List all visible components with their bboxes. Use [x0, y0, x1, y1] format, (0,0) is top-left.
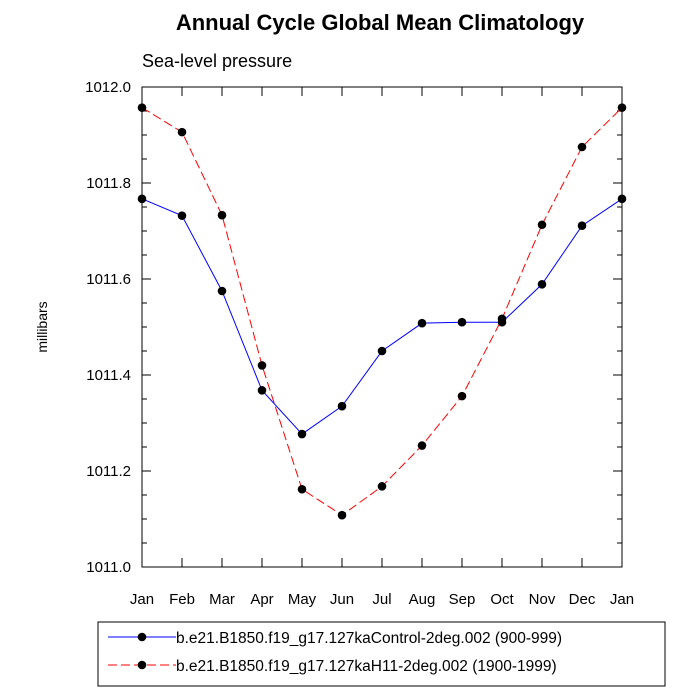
x-tick-label: Aug [409, 591, 436, 608]
legend-label-1: b.e21.B1850.f19_g17.127kaControl-2deg.00… [176, 630, 562, 647]
data-point-s1-4 [297, 429, 307, 439]
data-point-s2-12 [617, 103, 627, 112]
data-point-s2-0 [137, 103, 147, 112]
x-tick-label: Dec [569, 591, 596, 608]
series-line-1 [141, 198, 623, 435]
data-point-s1-3 [257, 386, 267, 395]
series-lines [141, 107, 623, 516]
y-tick-label: 1011.2 [86, 463, 131, 480]
plot-frame [141, 86, 623, 568]
data-point-s1-10 [537, 279, 547, 289]
data-point-s1-0 [137, 194, 147, 204]
legend-marker-2 [137, 660, 147, 670]
data-point-s2-8 [457, 391, 467, 401]
legend-box [97, 621, 666, 687]
x-tick-labels: Jan Feb Mar Apr May Jun Jul Aug Sep Oct Nov Dec Jan [130, 591, 634, 608]
legend-label-2: b.e21.B1850.f19_g17.127kaH11-2deg.002 (1… [176, 658, 557, 675]
data-point-s2-6 [377, 482, 387, 491]
x-tick-label: Feb [169, 591, 195, 608]
y-tick-label: 1011.0 [86, 559, 131, 576]
data-point-s2-7 [417, 441, 427, 450]
x-tick-label: Sep [449, 591, 476, 608]
data-point-s1-7 [417, 318, 427, 328]
data-point-s2-5 [337, 510, 347, 520]
x-tick-label: Nov [529, 591, 556, 608]
x-tick-label: Mar [209, 591, 235, 608]
y-tick-labels: 1011.0 1011.2 1011.4 1011.6 1011.8 1012.0 [85, 79, 131, 576]
y-axis-label: millibars [34, 301, 50, 352]
data-point-s1-6 [377, 346, 387, 356]
x-tick-label: Jan [130, 591, 154, 608]
series-line-2 [141, 107, 623, 516]
chart-title: Annual Cycle Global Mean Climatology [176, 10, 585, 35]
x-tick-label: May [288, 591, 317, 608]
data-point-s2-2 [217, 210, 227, 220]
x-tick-label: Oct [490, 591, 514, 608]
data-point-s1-12 [617, 194, 627, 204]
y-tick-label: 1011.6 [86, 271, 131, 288]
data-point-s2-1 [177, 127, 187, 137]
axis-ticks [141, 86, 623, 568]
data-point-s1-11 [577, 221, 587, 231]
data-point-s1-8 [457, 317, 467, 327]
data-point-s1-2 [217, 286, 227, 296]
x-tick-label: Jul [372, 591, 391, 608]
series-points [137, 103, 627, 520]
data-point-s2-11 [577, 142, 587, 152]
x-tick-label: Jun [330, 591, 354, 608]
legend: b.e21.B1850.f19_g17.127kaControl-2deg.00… [108, 630, 562, 675]
x-tick-label: Apr [250, 591, 273, 608]
legend-marker-1 [137, 632, 147, 642]
x-tick-label: Jan [610, 591, 634, 608]
data-point-s2-4 [297, 484, 307, 494]
y-tick-label: 1011.4 [86, 367, 131, 384]
y-tick-label: 1012.0 [85, 79, 131, 96]
y-tick-label: 1011.8 [86, 175, 131, 192]
data-point-s1-1 [177, 211, 187, 220]
data-point-s2-3 [257, 361, 267, 370]
data-point-s2-10 [537, 220, 547, 230]
chart-subtitle: Sea-level pressure [142, 51, 292, 71]
data-point-s1-5 [337, 401, 347, 411]
data-point-s2-9 [497, 314, 507, 324]
